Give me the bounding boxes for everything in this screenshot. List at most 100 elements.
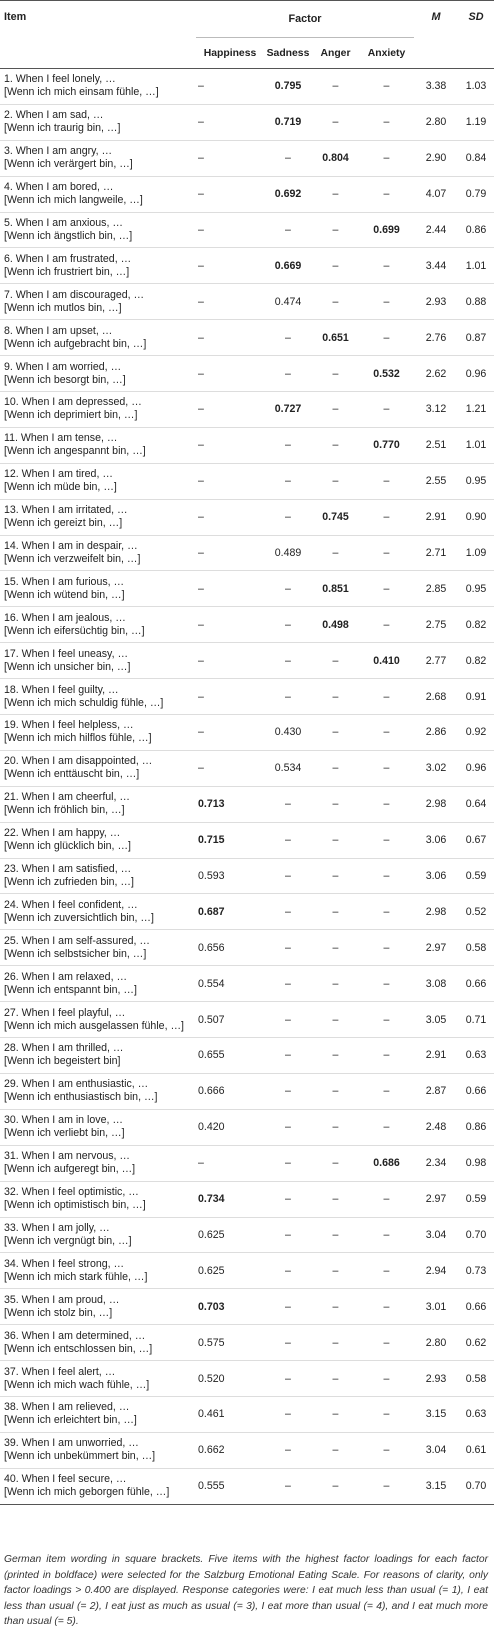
- sadness-loading: 0.430: [264, 714, 312, 751]
- sd-value: 0.96: [458, 355, 494, 393]
- anxiety-loading: –: [359, 140, 414, 177]
- sadness-loading: 0.692: [264, 176, 312, 213]
- item-english: 26. When I am relaxed, …: [4, 970, 128, 983]
- item-german: [Wenn ich traurig bin, …]: [4, 122, 121, 135]
- table-row: 27. When I feel playful, … [Wenn ich mich…: [0, 1001, 494, 1039]
- anger-loading: –: [312, 283, 359, 321]
- anxiety-loading: –: [359, 1288, 414, 1326]
- sadness-loading: –: [264, 1252, 312, 1290]
- sd-value: 0.58: [458, 1360, 494, 1397]
- anger-loading: –: [312, 893, 359, 931]
- happiness-loading: 0.461: [196, 1396, 264, 1433]
- mean-value: 2.76: [414, 319, 458, 357]
- item-german: [Wenn ich stolz bin, …]: [4, 1306, 113, 1319]
- mean-value: 2.91: [414, 1037, 458, 1074]
- anxiety-loading: 0.686: [359, 1145, 414, 1182]
- sd-value: 0.52: [458, 893, 494, 931]
- anger-loading: –: [312, 535, 359, 572]
- item-german: [Wenn ich vergnügt bin, …]: [4, 1234, 132, 1247]
- item-german: [Wenn ich zufrieden bin, …]: [4, 876, 134, 889]
- item-english: 6. When I am frustrated, …: [4, 252, 132, 265]
- anger-loading: 0.851: [312, 570, 359, 608]
- item-cell: 2. When I am sad, … [Wenn ich traurig bin…: [0, 104, 196, 141]
- item-cell: 9. When I am worried, … [Wenn ich besorgt…: [0, 355, 196, 393]
- item-german: [Wenn ich verliebt bin, …]: [4, 1127, 125, 1140]
- happiness-loading: 0.625: [196, 1217, 264, 1254]
- sd-value: 0.79: [458, 176, 494, 213]
- table-row: 6. When I am frustrated, … [Wenn ich frus…: [0, 247, 494, 285]
- sadness-loading: –: [264, 1432, 312, 1469]
- mean-value: 3.08: [414, 965, 458, 1003]
- happiness-loading: –: [196, 68, 264, 105]
- anxiety-loading: –: [359, 463, 414, 500]
- mean-value: 3.06: [414, 822, 458, 859]
- anxiety-loading: –: [359, 319, 414, 357]
- header-mean: M: [414, 0, 458, 69]
- anger-loading: –: [312, 965, 359, 1003]
- sd-value: 0.64: [458, 786, 494, 823]
- item-german: [Wenn ich mich schuldig fühle, …]: [4, 696, 164, 709]
- happiness-loading: 0.555: [196, 1468, 264, 1505]
- mean-value: 2.91: [414, 499, 458, 536]
- item-cell: 15. When I am furious, … [Wenn ich wütend…: [0, 570, 196, 608]
- item-cell: 21. When I am cheerful, … [Wenn ich fröhl…: [0, 786, 196, 823]
- happiness-loading: –: [196, 319, 264, 357]
- sd-value: 0.95: [458, 463, 494, 500]
- anger-loading: –: [312, 212, 359, 249]
- table-row: 36. When I am determined, … [Wenn ich ent…: [0, 1324, 494, 1362]
- item-cell: 13. When I am irritated, … [Wenn ich gere…: [0, 499, 196, 536]
- item-cell: 26. When I am relaxed, … [Wenn ich entspa…: [0, 965, 196, 1003]
- mean-value: 2.80: [414, 104, 458, 141]
- mean-value: 2.34: [414, 1145, 458, 1182]
- mean-value: 3.02: [414, 750, 458, 787]
- anger-loading: –: [312, 247, 359, 285]
- item-cell: 8. When I am upset, … [Wenn ich aufgebrac…: [0, 319, 196, 357]
- item-english: 19. When I feel helpless, …: [4, 719, 134, 732]
- item-german: [Wenn ich mich hilflos fühle, …]: [4, 732, 152, 745]
- anxiety-loading: –: [359, 1181, 414, 1218]
- sadness-loading: –: [264, 570, 312, 608]
- item-german: [Wenn ich enttäuscht bin, …]: [4, 768, 140, 781]
- sd-value: 0.67: [458, 822, 494, 859]
- anxiety-loading: –: [359, 176, 414, 213]
- item-cell: 18. When I feel guilty, … [Wenn ich mich …: [0, 678, 196, 716]
- item-english: 20. When I am disappointed, …: [4, 755, 153, 768]
- anger-loading: 0.651: [312, 319, 359, 357]
- anger-loading: –: [312, 1360, 359, 1397]
- table-row: 1. When I feel lonely, … [Wenn ich mich e…: [0, 68, 494, 105]
- item-german: [Wenn ich aufgeregt bin, …]: [4, 1163, 136, 1176]
- anxiety-loading: –: [359, 606, 414, 644]
- item-english: 5. When I am anxious, …: [4, 217, 123, 229]
- sd-value: 0.58: [458, 929, 494, 967]
- happiness-loading: 0.625: [196, 1252, 264, 1290]
- item-english: 1. When I feel lonely, …: [4, 73, 116, 86]
- mean-value: 2.71: [414, 535, 458, 572]
- happiness-loading: –: [196, 642, 264, 680]
- mean-value: 2.80: [414, 1324, 458, 1362]
- anxiety-loading: –: [359, 1217, 414, 1254]
- table-row: 8. When I am upset, … [Wenn ich aufgebrac…: [0, 319, 494, 357]
- anxiety-loading: –: [359, 1468, 414, 1505]
- item-english: 8. When I am upset, …: [4, 324, 113, 337]
- table-row: 33. When I am jolly, … [Wenn ich vergnügt…: [0, 1217, 494, 1254]
- item-english: 15. When I am furious, …: [4, 575, 125, 588]
- sadness-loading: –: [264, 427, 312, 464]
- item-cell: 29. When I am enthusiastic, … [Wenn ich e…: [0, 1073, 196, 1110]
- table-row: 21. When I am cheerful, … [Wenn ich fröhl…: [0, 786, 494, 823]
- sadness-loading: –: [264, 1360, 312, 1397]
- anxiety-loading: –: [359, 68, 414, 105]
- happiness-loading: 0.575: [196, 1324, 264, 1362]
- item-german: [Wenn ich enthusiastisch bin, …]: [4, 1091, 158, 1104]
- sd-value: 1.01: [458, 427, 494, 464]
- sd-value: 0.91: [458, 678, 494, 716]
- item-cell: 1. When I feel lonely, … [Wenn ich mich e…: [0, 68, 196, 105]
- sd-value: 0.92: [458, 714, 494, 751]
- mean-value: 2.44: [414, 212, 458, 249]
- mean-value: 3.38: [414, 68, 458, 105]
- sd-value: 0.88: [458, 283, 494, 321]
- mean-value: 2.97: [414, 929, 458, 967]
- anger-loading: –: [312, 1396, 359, 1433]
- header-happiness: Happiness: [196, 37, 264, 69]
- item-german: [Wenn ich mich wach fühle, …]: [4, 1378, 150, 1391]
